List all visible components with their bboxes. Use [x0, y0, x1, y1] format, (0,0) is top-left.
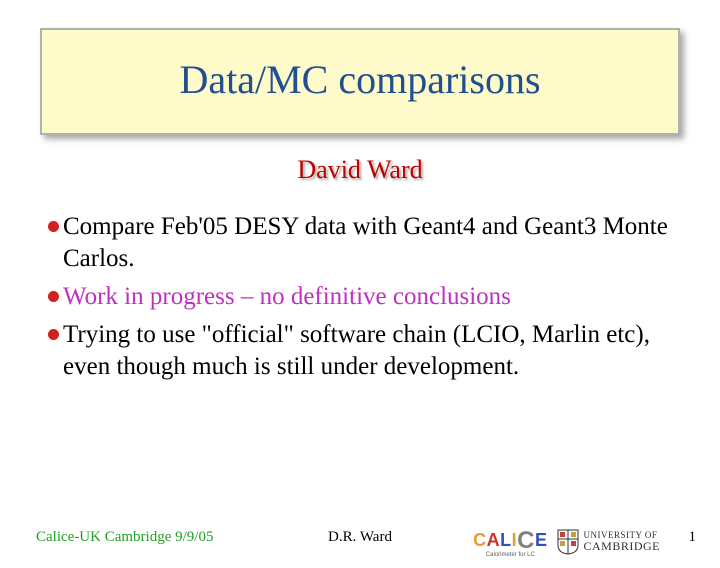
cambridge-bottom: CAMBRIDGE	[583, 540, 660, 552]
bullet-dot-icon	[48, 221, 59, 232]
page-number: 1	[689, 529, 697, 546]
author-name: David Ward	[0, 155, 720, 185]
calice-logo: CALICE Calorimeter for LC	[473, 525, 547, 558]
cambridge-text: UNIVERSITY OF CAMBRIDGE	[583, 531, 660, 552]
bullet-item: Work in progress – no definitive conclus…	[48, 281, 672, 313]
shield-icon	[557, 529, 579, 555]
footer-center: D.R. Ward	[328, 529, 392, 546]
bullet-list: Compare Feb'05 DESY data with Geant4 and…	[48, 211, 672, 383]
footer-left: Calice-UK Cambridge 9/9/05	[36, 529, 213, 546]
bullet-item: Trying to use "official" software chain …	[48, 319, 672, 383]
bullet-text: Trying to use "official" software chain …	[63, 319, 672, 383]
cambridge-logo: UNIVERSITY OF CAMBRIDGE	[557, 529, 660, 555]
bullet-dot-icon	[48, 291, 59, 302]
bullet-dot-icon	[48, 329, 59, 340]
bullet-text: Work in progress – no definitive conclus…	[63, 281, 511, 313]
calice-logo-text: CALICE	[473, 525, 547, 553]
slide-title: Data/MC comparisons	[52, 56, 668, 103]
bullet-item: Compare Feb'05 DESY data with Geant4 and…	[48, 211, 672, 275]
bullet-text: Compare Feb'05 DESY data with Geant4 and…	[63, 211, 672, 275]
logo-area: CALICE Calorimeter for LC UNIVERSITY OF …	[473, 525, 660, 558]
title-box: Data/MC comparisons	[40, 28, 680, 135]
